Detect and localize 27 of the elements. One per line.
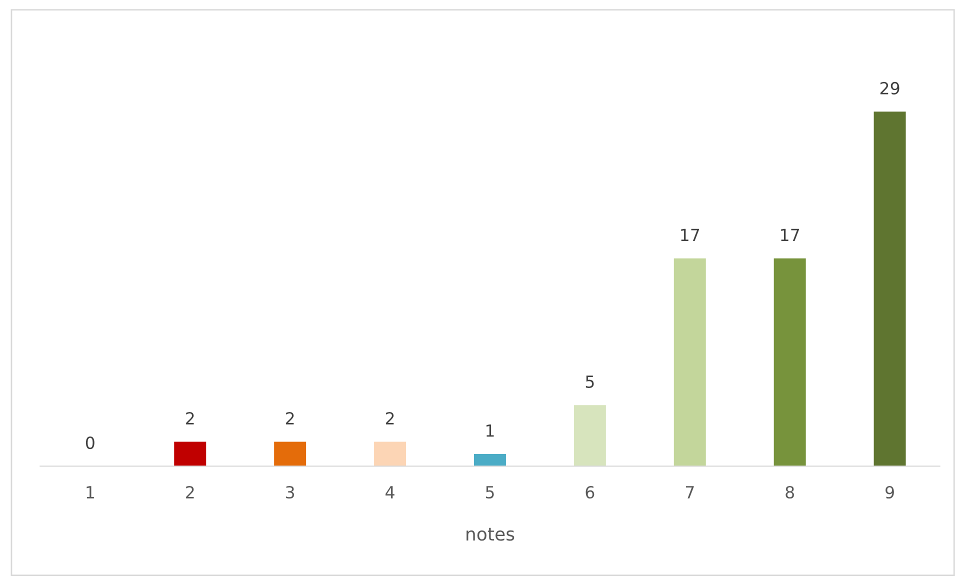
data-label: 1 (486, 424, 494, 437)
bar (674, 258, 706, 466)
x-axis-title: notes (466, 528, 514, 541)
x-tick-label: 4 (386, 486, 394, 498)
data-label: 2 (286, 412, 294, 424)
x-tick-label: 1 (86, 486, 94, 498)
x-tick-label: 7 (686, 486, 694, 498)
bar (774, 258, 806, 466)
data-label: 2 (386, 412, 394, 424)
bar (874, 112, 906, 466)
data-label: 2 (186, 412, 194, 424)
data-label: 5 (586, 376, 594, 388)
x-tick-label: 6 (586, 486, 594, 499)
x-tick-label: 3 (286, 486, 294, 499)
data-label: 0 (86, 436, 94, 450)
x-tick-label: 2 (186, 486, 194, 498)
x-tick-label: 8 (786, 486, 794, 499)
x-tick-label: 9 (886, 486, 894, 499)
data-label: 17 (781, 228, 800, 241)
data-label: 17 (681, 228, 700, 241)
data-label: 29 (880, 82, 900, 95)
bar (574, 405, 606, 466)
bar (374, 442, 406, 466)
x-tick-label: 5 (486, 486, 494, 499)
bar (274, 442, 306, 466)
bar (174, 442, 206, 466)
bar (474, 454, 506, 466)
